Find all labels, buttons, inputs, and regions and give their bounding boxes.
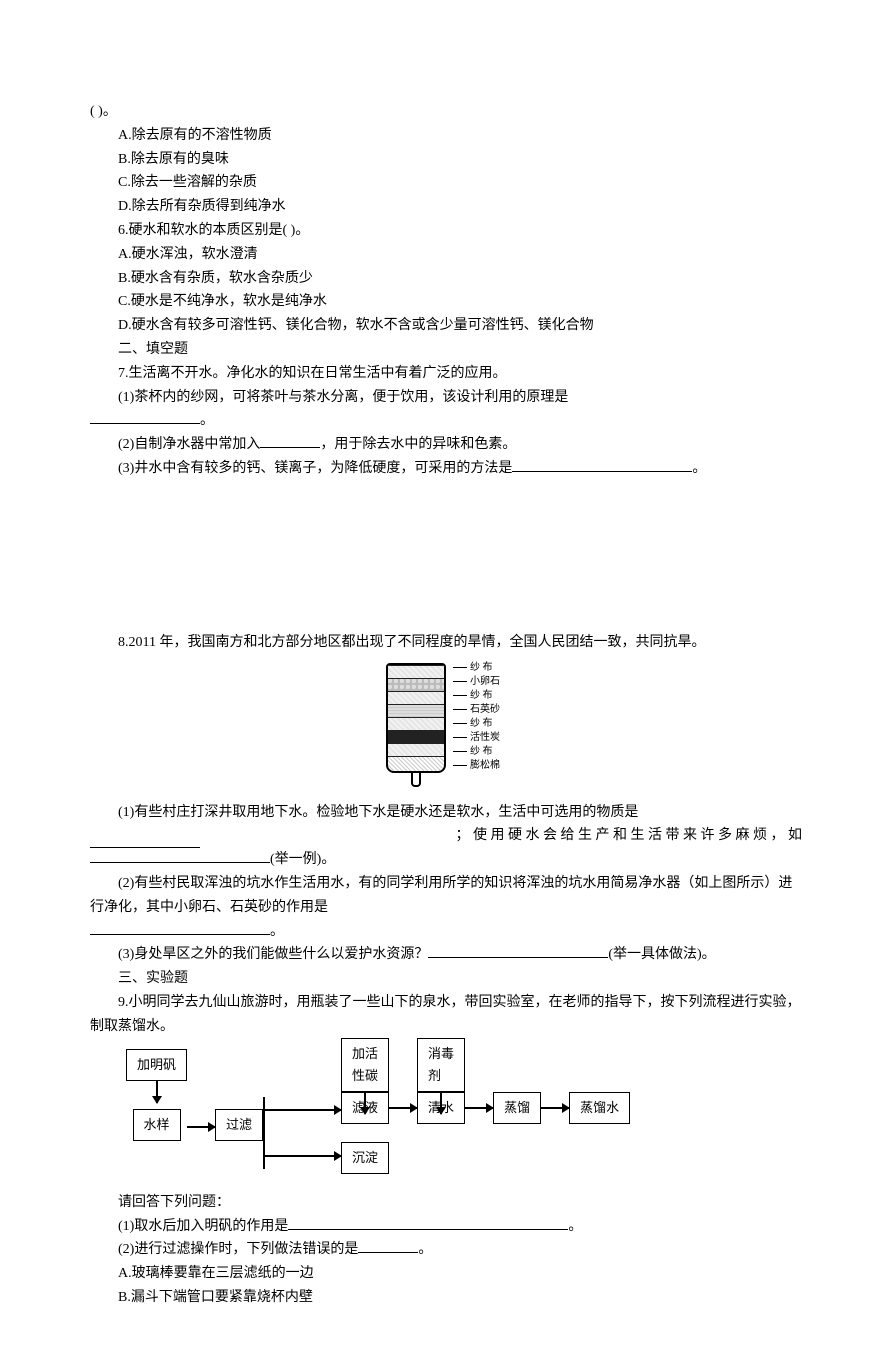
q8-p2a: (2)有些村民取浑浊的坑水作生活用水，有的同学利用所学的知识将浑浊的坑水用简易净… <box>90 872 802 920</box>
q5-option-b: B.除去原有的臭味 <box>90 148 802 172</box>
label-1: 小卵石 <box>470 675 500 689</box>
q7-p3-text: (3)井水中含有较多的钙、镁离子，为降低硬度，可采用的方法是 <box>118 461 512 476</box>
layer-quartz <box>388 704 444 717</box>
q8-part2: (2)有些村民取浑浊的坑水作生活用水，有的同学利用所学的知识将浑浊的坑水用简易净… <box>90 872 802 943</box>
fc-arrow-down-1 <box>156 1081 158 1103</box>
purifier-nozzle <box>411 773 421 787</box>
q8-p1c: (举一例)。 <box>270 852 335 867</box>
q9-p1-blank[interactable] <box>288 1229 568 1230</box>
q9-p2b: 。 <box>418 1242 432 1257</box>
q9-option-a: A.玻璃棒要靠在三层滤纸的一边 <box>90 1262 802 1286</box>
q7-p1-blank[interactable] <box>90 423 200 424</box>
q7-part3: (3)井水中含有较多的钙、镁离子，为降低硬度，可采用的方法是 。 <box>90 457 802 481</box>
q7-part2: (2)自制净水器中常加入 ，用于除去水中的异味和色素。 <box>90 433 802 457</box>
q6-option-c: C.硬水是不纯净水，软水是纯净水 <box>90 290 802 314</box>
q7-stem: 7.生活离不开水。净化水的知识在日常生活中有着广泛的应用。 <box>90 362 802 386</box>
q5-option-a: A.除去原有的不溶性物质 <box>90 124 802 148</box>
label-0: 纱 布 <box>470 661 493 675</box>
q9-p1b: 。 <box>568 1219 582 1234</box>
q8-part3: (3)身处旱区之外的我们能做些什么以爱护水资源？ (举一具体做法)。 <box>90 943 802 967</box>
q9-part2: (2)进行过滤操作时，下列做法错误的是 。 <box>90 1238 802 1262</box>
q7-p1-end: 。 <box>200 413 214 428</box>
layer-gauze-4 <box>388 743 444 756</box>
q7-p2-end: ，用于除去水中的异味和色素。 <box>320 437 516 452</box>
q7-p3-end: 。 <box>692 461 706 476</box>
q8-p1-blank1[interactable] <box>90 824 200 848</box>
label-4: 纱 布 <box>470 717 493 731</box>
fc-distilled: 蒸馏水 <box>569 1092 630 1124</box>
q6-option-d: D.硬水含有较多可溶性钙、镁化合物，软水不含或含少量可溶性钙、镁化合物 <box>90 314 802 338</box>
label-3: 石英砂 <box>470 703 500 717</box>
fc-carbon: 加活性碳 <box>341 1038 389 1092</box>
fc-branch <box>263 1097 341 1169</box>
q9-answer-label: 请回答下列问题： <box>90 1191 802 1215</box>
q8-p3b: (举一具体做法)。 <box>608 947 715 962</box>
q8-p1-blank2[interactable] <box>90 862 270 863</box>
q8-part1: (1)有些村庄打深井取用地下水。检验地下水是硬水还是软水，生活中可选用的物质是 … <box>90 801 802 872</box>
fc-sample: 水样 <box>133 1109 181 1141</box>
layer-gauze-2 <box>388 691 444 704</box>
q9-stem: 9.小明同学去九仙山旅游时，用瓶装了一些山下的泉水，带回实验室，在老师的指导下，… <box>90 991 802 1039</box>
layer-gauze-1 <box>388 665 444 678</box>
layer-carbon <box>388 730 444 743</box>
q9-p2a: (2)进行过滤操作时，下列做法错误的是 <box>118 1242 358 1257</box>
fc-filter: 过滤 <box>215 1109 263 1141</box>
q9-flowchart: 加明矾 水样 过滤 <box>126 1049 766 1141</box>
label-6: 纱 布 <box>470 745 493 759</box>
q6-option-a: A.硬水浑浊，软水澄清 <box>90 243 802 267</box>
label-2: 纱 布 <box>470 689 493 703</box>
q8-p1b: ； 使 用 硬 水 会 给 生 产 和 生 活 带 来 许 多 麻 烦 ， 如 <box>456 824 803 848</box>
fc-precipitate: 沉淀 <box>341 1142 389 1174</box>
layer-cotton <box>388 756 444 773</box>
q7-p2-blank[interactable] <box>260 447 320 448</box>
q8-p2-blank[interactable] <box>90 934 270 935</box>
q7-p1-text: (1)茶杯内的纱网，可将茶叶与茶水分离，便于饮用，该设计利用的原理是 <box>90 386 568 410</box>
q5-option-c: C.除去一些溶解的杂质 <box>90 171 802 195</box>
q6-stem: 6.硬水和软水的本质区别是( )。 <box>90 219 802 243</box>
q9-p2-blank[interactable] <box>358 1252 418 1253</box>
q5-option-d: D.除去所有杂质得到纯净水 <box>90 195 802 219</box>
label-7: 膨松棉 <box>470 759 500 773</box>
fc-arrow-down-2 <box>364 1092 366 1114</box>
q9-part1: (1)取水后加入明矾的作用是 。 <box>90 1215 802 1239</box>
q9-p1a: (1)取水后加入明矾的作用是 <box>118 1219 288 1234</box>
q7-p3-blank[interactable] <box>512 471 692 472</box>
layer-gauze-3 <box>388 717 444 730</box>
fc-mingfan: 加明矾 <box>126 1049 187 1081</box>
label-5: 活性炭 <box>470 731 500 745</box>
section-gap <box>90 481 802 631</box>
q7-part1: (1)茶杯内的纱网，可将茶叶与茶水分离，便于饮用，该设计利用的原理是 。 <box>90 386 802 434</box>
fc-arrow-2 <box>389 1107 417 1109</box>
q8-p3-blank[interactable] <box>428 957 608 958</box>
q8-p1a: (1)有些村庄打深井取用地下水。检验地下水是硬水还是软水，生活中可选用的物质是 <box>90 801 638 825</box>
section-experiment: 三、实验题 <box>90 967 802 991</box>
fc-arrow-down-3 <box>440 1092 442 1114</box>
fc-disinfect: 消毒剂 <box>417 1038 465 1092</box>
section-fill: 二、填空题 <box>90 338 802 362</box>
fc-arrow-4 <box>541 1107 569 1109</box>
purifier-diagram: 纱 布 小卵石 纱 布 石英砂 纱 布 活性炭 纱 布 膨松棉 <box>90 663 802 793</box>
q7-p2-text: (2)自制净水器中常加入 <box>118 437 260 452</box>
q8-stem: 8.2011 年，我国南方和北方部分地区都出现了不同程度的旱情，全国人民团结一致… <box>90 631 802 655</box>
layer-pebble <box>388 678 444 691</box>
q6-option-b: B.硬水含有杂质，软水含杂质少 <box>90 267 802 291</box>
fc-arrow-1 <box>187 1126 215 1128</box>
q8-p3a: (3)身处旱区之外的我们能做些什么以爱护水资源？ <box>118 947 428 962</box>
q5-blank-paren: ( )。 <box>90 100 802 124</box>
purifier-body <box>386 663 446 773</box>
worksheet-page: ( )。 A.除去原有的不溶性物质 B.除去原有的臭味 C.除去一些溶解的杂质 … <box>0 0 892 1350</box>
purifier-labels: 纱 布 小卵石 纱 布 石英砂 纱 布 活性炭 纱 布 膨松棉 <box>453 661 500 773</box>
fc-arrow-3 <box>465 1107 493 1109</box>
q8-p2b: 。 <box>270 924 284 939</box>
fc-distill: 蒸馏 <box>493 1092 541 1124</box>
q9-option-b: B.漏斗下端管口要紧靠烧杯内壁 <box>90 1286 802 1310</box>
